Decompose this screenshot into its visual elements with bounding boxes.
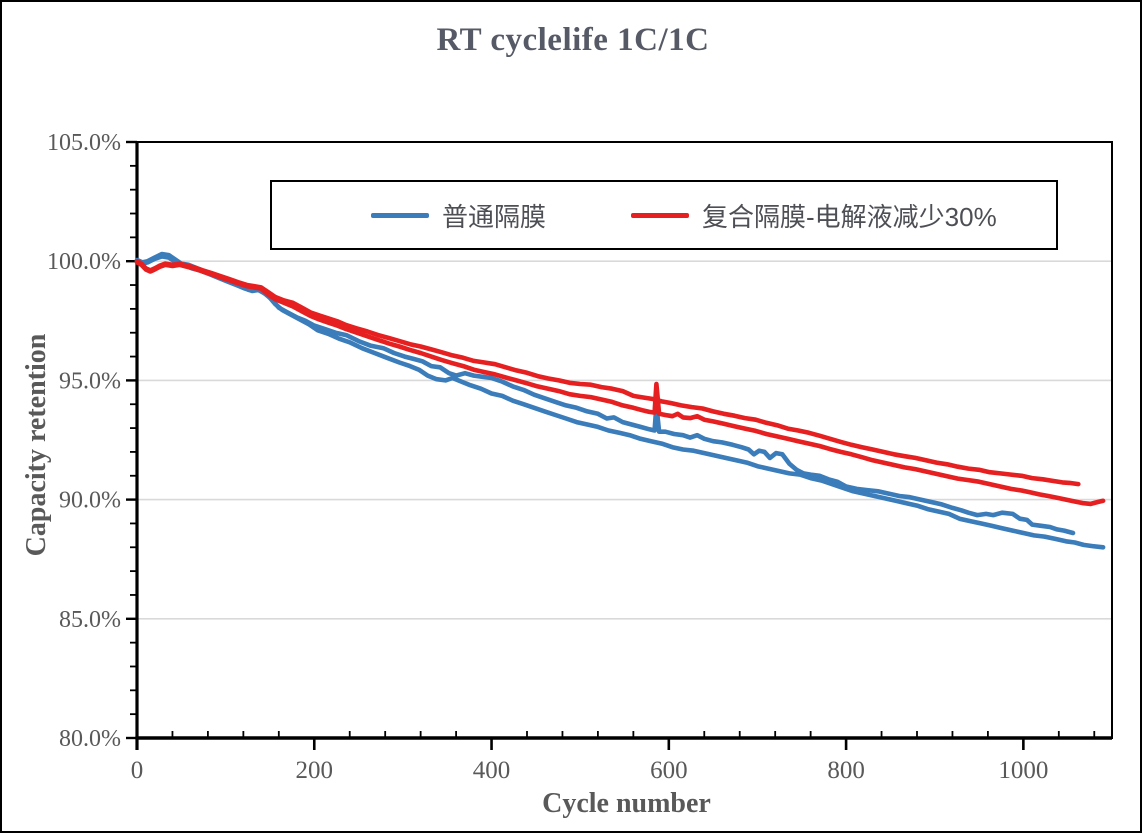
axis-ticks (126, 140, 1096, 750)
x-tick-label: 200 (296, 757, 334, 784)
series-lines (134, 251, 1106, 550)
tick-labels: 105.0% 100.0% 95.0% 90.0% 85.0% 80.0% 0 200 400 6… (47, 130, 1048, 784)
x-tick-label: 600 (650, 757, 688, 784)
y-tick-label: 90.0% (59, 488, 121, 514)
series-line-2-2 (134, 260, 1106, 507)
legend-swatch-blue (371, 212, 429, 218)
x-tick-label: 0 (131, 757, 144, 784)
legend-label-series-2: 复合隔膜-电解液减少30% (702, 201, 997, 232)
plot-border (135, 141, 1113, 750)
series-line-2-1 (134, 258, 1081, 487)
y-tick-label: 80.0% (59, 726, 121, 752)
y-tick-label: 95.0% (59, 368, 121, 394)
legend: 普通隔膜 复合隔膜-电解液减少30% (270, 180, 1058, 250)
x-tick-label: 1000 (998, 757, 1048, 784)
y-tick-label: 105.0% (47, 130, 121, 156)
chart-title: RT cyclelife 1C/1C (436, 22, 710, 58)
legend-label-series-1: 普通隔膜 (442, 201, 547, 232)
y-tick-label: 85.0% (59, 607, 121, 633)
y-axis-title: Capacity retention (21, 333, 52, 557)
y-tick-label: 100.0% (47, 249, 121, 275)
legend-entry-series-1: 普通隔膜 (371, 182, 546, 248)
gridlines (137, 260, 1112, 620)
legend-entry-series-2: 复合隔膜-电解液减少30% (631, 182, 997, 248)
legend-swatch-red (631, 212, 689, 218)
x-tick-label: 800 (827, 757, 865, 784)
x-axis-title: Cycle number (542, 788, 711, 819)
x-tick-label: 400 (473, 757, 511, 784)
